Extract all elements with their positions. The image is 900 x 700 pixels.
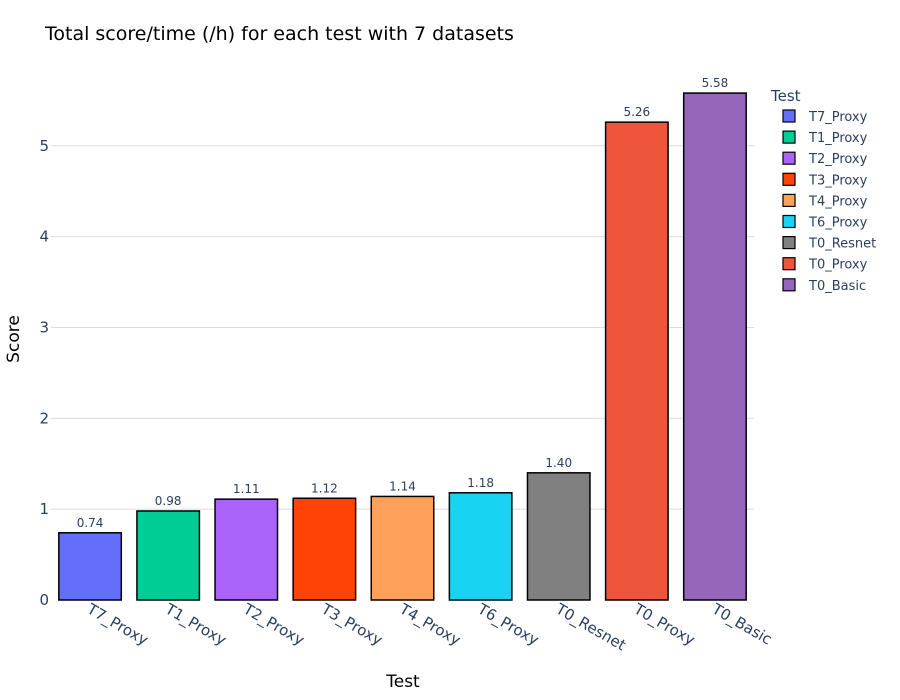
bar	[604, 121, 669, 601]
legend-item: T3_Proxy	[808, 173, 868, 188]
legend-swatch	[782, 193, 796, 207]
legend: T7_Proxy T1_Proxy T2_Proxy T3_Proxy T4_Proxy…	[782, 109, 876, 294]
bar	[526, 472, 591, 601]
x-tick-label: T6_Proxy	[473, 599, 542, 650]
legend-item: T0_Resnet	[808, 237, 876, 252]
x-tick-label: T0_Proxy	[629, 599, 698, 650]
legend-item: T2_Proxy	[808, 152, 868, 167]
bar	[448, 492, 513, 601]
legend-swatch	[782, 236, 796, 250]
chart-title: Total score/time (/h) for each test with…	[44, 23, 514, 45]
legend-swatch	[782, 278, 796, 292]
legend-item: T0_Basic	[808, 279, 866, 294]
legend-swatch	[782, 109, 796, 123]
data-label: 1.40	[545, 456, 572, 470]
y-tick-label: 5	[39, 137, 49, 155]
legend-item: T6_Proxy	[808, 216, 868, 231]
y-tick-label: 4	[39, 228, 49, 246]
y-tick-label: 0	[39, 591, 49, 609]
bar	[682, 92, 747, 601]
legend-swatch	[782, 130, 796, 144]
x-tick-label: T0_Basic	[708, 599, 775, 649]
x-tick-label: T4_Proxy	[395, 599, 464, 650]
legend-swatch	[782, 257, 796, 271]
y-tick-label: 1	[39, 500, 49, 518]
bar	[370, 495, 435, 601]
bar	[58, 532, 123, 601]
bar	[292, 497, 357, 601]
data-label: 0.98	[155, 494, 182, 508]
data-label: 1.14	[389, 479, 416, 493]
bar	[136, 510, 201, 601]
data-label: 1.18	[467, 476, 494, 490]
x-tick-label: T2_Proxy	[239, 599, 308, 650]
y-axis-ticks: 0 1 2 3 4 5	[39, 137, 49, 609]
y-tick-label: 2	[39, 409, 49, 427]
bars	[58, 92, 747, 601]
legend-item: T7_Proxy	[808, 110, 868, 125]
legend-item: T0_Proxy	[808, 258, 868, 273]
data-label: 5.58	[702, 76, 729, 90]
bar	[214, 498, 279, 601]
x-tick-label: T1_Proxy	[161, 599, 230, 650]
legend-swatch	[782, 172, 796, 186]
legend-item: T1_Proxy	[808, 131, 868, 146]
x-tick-label: T3_Proxy	[317, 599, 386, 650]
x-tick-label: T7_Proxy	[83, 599, 152, 650]
y-tick-label: 3	[39, 318, 49, 336]
x-axis-ticks: T7_Proxy T1_Proxy T2_Proxy T3_Proxy T4_Proxy…	[83, 599, 775, 655]
x-tick-label: T0_Resnet	[551, 599, 629, 655]
legend-swatch	[782, 214, 796, 229]
data-label: 1.11	[233, 482, 260, 496]
x-axis-title: Test	[385, 672, 420, 692]
data-label: 1.12	[311, 481, 338, 495]
legend-title: Test	[770, 87, 801, 105]
data-label: 5.26	[623, 105, 650, 119]
legend-swatch	[782, 151, 796, 165]
data-label: 0.74	[77, 516, 104, 530]
legend-item: T4_Proxy	[808, 194, 868, 209]
y-axis-title: Score	[4, 315, 24, 363]
data-labels: 0.74 0.98 1.11 1.12 1.14 1.18 1.40 5.26 5.58	[77, 76, 729, 530]
